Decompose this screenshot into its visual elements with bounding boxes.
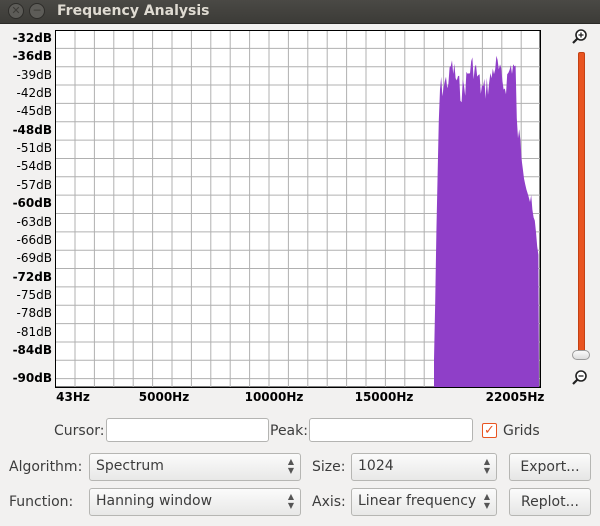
x-axis-label: 5000Hz [138, 390, 190, 404]
cursor-label: Cursor: [54, 423, 105, 439]
y-axis-label: -57dB [16, 177, 52, 192]
y-axis-label: -84dB [12, 342, 52, 357]
title-bar: ✕ ─ Frequency Analysis [0, 0, 600, 24]
algorithm-select[interactable]: Spectrum ▲ ▼ [89, 453, 301, 481]
algorithm-value: Spectrum [96, 458, 164, 474]
zoom-out-icon[interactable] [571, 369, 589, 387]
size-value: 1024 [358, 458, 394, 474]
y-axis-label: -51dB [16, 141, 52, 156]
y-axis-label: -78dB [16, 306, 52, 321]
axis-select[interactable]: Linear frequency ▲ ▼ [351, 488, 497, 516]
cursor-field[interactable] [106, 418, 269, 442]
y-axis-label: -36dB [12, 49, 52, 64]
spinner-arrows-icon: ▲ ▼ [287, 457, 294, 475]
y-axis-label: -60dB [12, 196, 52, 211]
spectrum-plot[interactable] [55, 30, 541, 388]
close-icon[interactable]: ✕ [8, 3, 24, 19]
algorithm-label: Algorithm: [9, 459, 83, 475]
size-label: Size: [312, 459, 346, 475]
y-axis-label: -66dB [16, 232, 52, 247]
function-select[interactable]: Hanning window ▲ ▼ [89, 488, 301, 516]
y-axis-label: -32dB [12, 31, 52, 45]
y-axis-label: -81dB [16, 324, 52, 339]
x-axis-label: 22005Hz [485, 390, 545, 404]
y-axis-label: -69dB [16, 251, 52, 266]
spinner-arrows-icon: ▲ ▼ [483, 457, 490, 475]
axis-value: Linear frequency [358, 493, 477, 509]
y-axis-label: -42dB [16, 86, 52, 101]
export-button[interactable]: Export... [509, 453, 591, 481]
grids-label[interactable]: Grids [503, 423, 540, 439]
spinner-arrows-icon: ▲ ▼ [287, 492, 294, 510]
zoom-slider-track[interactable] [578, 52, 585, 359]
zoom-slider-thumb[interactable] [572, 350, 590, 360]
spinner-arrows-icon: ▲ ▼ [483, 492, 490, 510]
y-axis-label: -48dB [12, 122, 52, 137]
minimize-icon[interactable]: ─ [29, 3, 45, 19]
y-axis-label: -39dB [16, 67, 52, 82]
y-axis-label: -90dB [12, 371, 52, 385]
x-axis-label: 15000Hz [354, 390, 414, 404]
size-select[interactable]: 1024 ▲ ▼ [351, 453, 497, 481]
grids-checkbox[interactable]: ✓ [482, 423, 497, 438]
y-axis-label: -63dB [16, 214, 52, 229]
axis-label: Axis: [312, 494, 346, 510]
function-label: Function: [9, 494, 74, 510]
y-axis-label: -72dB [12, 269, 52, 284]
function-value: Hanning window [96, 493, 213, 509]
x-axis-label: 10000Hz [244, 390, 304, 404]
y-axis-label: -75dB [16, 287, 52, 302]
window-title: Frequency Analysis [57, 3, 210, 19]
x-axis-label: 43Hz [56, 390, 90, 404]
replot-button[interactable]: Replot... [509, 488, 591, 516]
peak-field[interactable] [309, 418, 473, 442]
spectrum-fill [434, 55, 539, 388]
peak-label: Peak: [270, 423, 308, 439]
y-axis-label: -45dB [16, 104, 52, 119]
zoom-in-icon[interactable] [571, 28, 589, 46]
y-axis-label: -54dB [16, 159, 52, 174]
